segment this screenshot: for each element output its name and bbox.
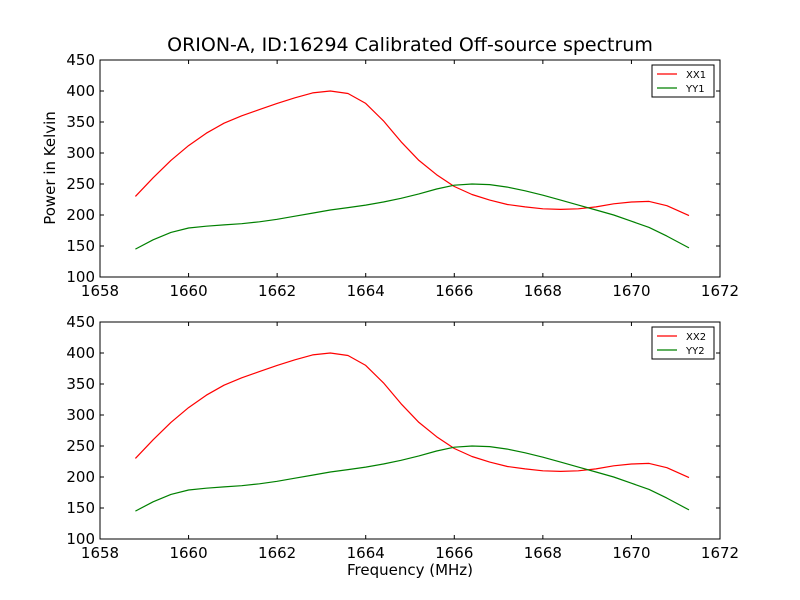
series-line-YY2: [135, 445, 690, 512]
y-tick-label: 150: [66, 499, 95, 517]
series-line-YY1: [135, 183, 690, 250]
x-tick-label: 1672: [701, 544, 739, 562]
y-tick-label: 200: [66, 468, 95, 486]
legend-box: [651, 64, 715, 98]
plot-frame: [99, 321, 721, 540]
y-tick-label: 450: [66, 51, 95, 69]
x-tick-label: 1660: [169, 282, 207, 300]
x-tick-label: 1668: [524, 544, 562, 562]
x-tick-label: 1664: [347, 282, 385, 300]
x-tick-label: 1668: [524, 282, 562, 300]
x-tick-label: 1672: [701, 282, 739, 300]
legend-label-XX2: XX2: [686, 332, 706, 343]
y-tick-label: 300: [66, 144, 95, 162]
y-tick-label: 350: [66, 113, 95, 131]
x-tick-label: 1670: [612, 282, 650, 300]
x-tick-label: 1664: [347, 544, 385, 562]
y-tick-label: 100: [66, 530, 95, 548]
top-plot-panel: 1658 1660 1662 1664 1666 1668 1670 1672 100 150 20…: [66, 51, 739, 300]
x-tick-label: 1660: [169, 544, 207, 562]
x-tick-label: 1658: [81, 544, 119, 562]
legend-box: [651, 326, 715, 360]
x-tick-label: 1670: [612, 544, 650, 562]
y-tick-label: 300: [66, 406, 95, 424]
bottom-plot-panel: 1658 1660 1662 1664 1666 1668 1670 1672 100 150 20…: [66, 313, 739, 562]
x-tick-label: 1658: [81, 282, 119, 300]
x-tick-label: 1662: [258, 282, 296, 300]
chart-title: ORION-A, ID:16294 Calibrated Off-source …: [167, 34, 653, 56]
y-tick-label: 200: [66, 206, 95, 224]
y-tick-label: 150: [66, 237, 95, 255]
legend-label-XX1: XX1: [686, 70, 706, 81]
y-tick-label: 450: [66, 313, 95, 331]
plot-frame: [99, 59, 721, 278]
x-tick-label: 1666: [435, 544, 473, 562]
legend-label-YY1: YY1: [685, 84, 705, 95]
y-tick-label: 250: [66, 437, 95, 455]
x-tick-label: 1666: [435, 282, 473, 300]
legend-label-YY2: YY2: [685, 346, 705, 357]
y-tick-label: 250: [66, 175, 95, 193]
y-tick-label: 100: [66, 268, 95, 286]
x-axis-label: Frequency (MHz): [346, 561, 474, 579]
series-line-XX1: [134, 90, 690, 217]
x-tick-label: 1662: [258, 544, 296, 562]
y-tick-label: 400: [66, 82, 95, 100]
y-tick-label: 400: [66, 344, 95, 362]
y-tick-label: 350: [66, 375, 95, 393]
series-line-XX2: [134, 352, 690, 479]
